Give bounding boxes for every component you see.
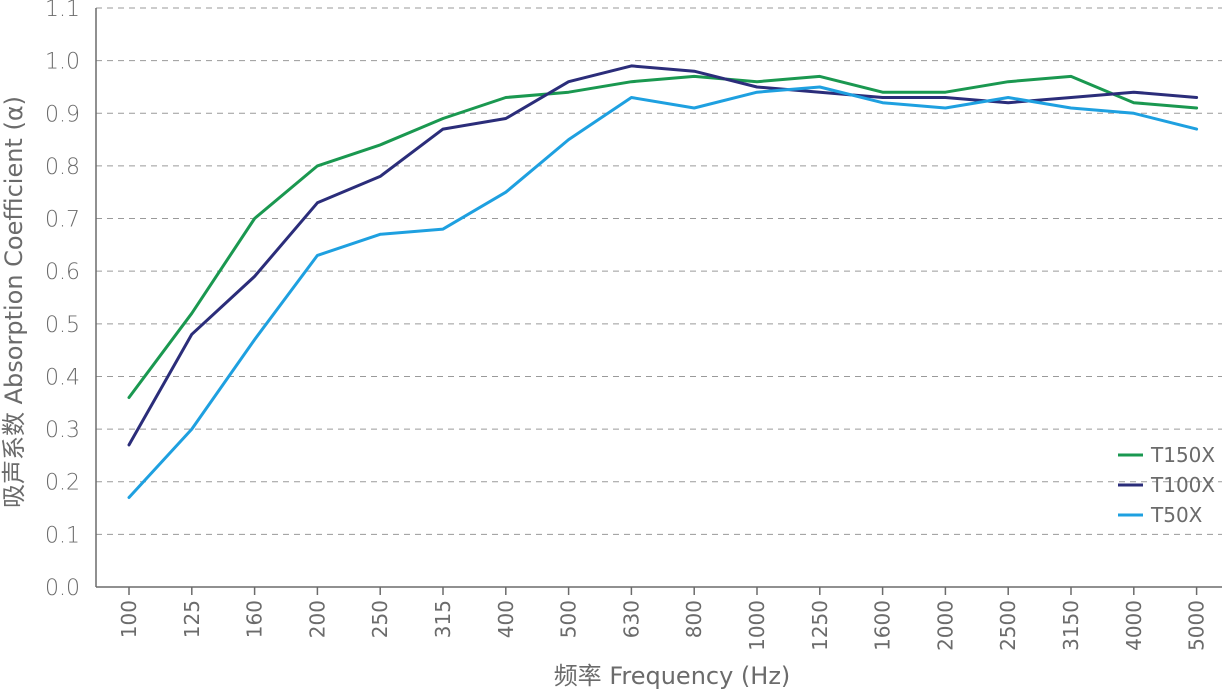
x-tick-label: 4000 <box>1122 600 1146 651</box>
x-tick-label: 250 <box>368 600 392 638</box>
y-tick-label: 1.0 <box>45 50 80 75</box>
y-tick-label: 0.9 <box>45 102 80 127</box>
legend-label: T50X <box>1150 503 1203 527</box>
y-tick-label: 0.7 <box>45 208 80 233</box>
x-tick-label: 1250 <box>808 600 832 651</box>
y-tick-label: 0.1 <box>45 523 80 548</box>
series-line-t100x <box>127 64 1199 447</box>
x-tick-label: 400 <box>494 600 518 638</box>
y-tick-label: 0.0 <box>45 576 80 601</box>
legend-label: T100X <box>1150 473 1215 497</box>
series-line-t150x <box>127 74 1199 399</box>
x-axis-title: 频率 Frequency (Hz) <box>554 662 791 690</box>
x-tick-label: 800 <box>682 600 706 638</box>
y-tick-labels: 0.0 0.1 0.2 0.3 0.4 0.5 0.6 0.7 0.8 0.9 1.0 1.1 <box>45 0 80 601</box>
x-tick-label: 315 <box>431 600 455 638</box>
x-tick-label: 500 <box>557 600 581 638</box>
legend-label: T150X <box>1150 443 1215 467</box>
y-tick-label: 1.1 <box>45 0 80 22</box>
x-tick-label: 1600 <box>871 600 895 651</box>
x-tick-label: 100 <box>117 600 141 638</box>
series-lines <box>127 64 1199 499</box>
x-tick-label: 1000 <box>745 600 769 651</box>
x-tick-label: 200 <box>305 600 329 638</box>
y-tick-label: 0.3 <box>45 418 80 443</box>
legend: T150X T100X T50X <box>1118 443 1215 527</box>
x-tick-label: 125 <box>180 600 204 638</box>
x-tick-label: 160 <box>243 600 267 638</box>
y-tick-label: 0.4 <box>45 365 80 390</box>
x-tick-label: 2500 <box>996 600 1020 651</box>
y-tick-label: 0.6 <box>45 260 80 285</box>
series-line-t50x <box>127 85 1199 499</box>
x-tick-labels: 100 125 160 200 250 315 400 500 630 800 1000 1250 16… <box>117 600 1209 651</box>
y-tick-label: 0.5 <box>45 313 80 338</box>
x-tick-label: 5000 <box>1185 600 1209 651</box>
grid-lines <box>96 7 1222 535</box>
axes <box>95 8 1222 595</box>
x-tick-label: 3150 <box>1059 600 1083 651</box>
y-tick-label: 0.8 <box>45 155 80 180</box>
y-tick-label: 0.2 <box>45 471 80 496</box>
y-axis-title: 吸声系数 Absorption Coefficient (α) <box>0 96 28 508</box>
x-tick-label: 630 <box>619 600 643 638</box>
x-tick-label: 2000 <box>933 600 957 651</box>
